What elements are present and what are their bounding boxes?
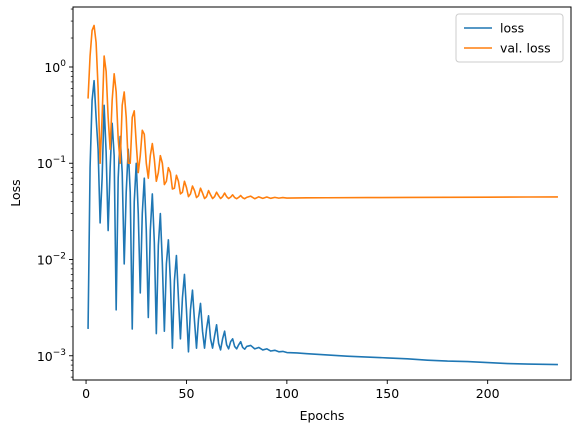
x-tick-label: 100: [275, 386, 299, 401]
axes-frame: [72, 6, 572, 381]
x-axis-label: Epochs: [300, 408, 345, 423]
y-axis-ticks: 10−3 10−2 10−1 100: [37, 8, 73, 378]
y-axis-label: Loss: [8, 179, 23, 206]
series-line-val-loss: [87, 24, 558, 200]
y-tick-label: 10−2: [37, 252, 66, 268]
plot-area: [72, 6, 572, 381]
y-tick-label: 10−3: [37, 348, 66, 364]
y-tick-label: 100: [44, 59, 66, 75]
series-line-loss: [87, 79, 558, 366]
x-tick-label: 0: [82, 386, 90, 401]
legend-label-loss: loss: [500, 21, 524, 36]
legend: loss val. loss: [455, 13, 564, 63]
x-tick-label: 50: [179, 386, 195, 401]
x-tick-label: 150: [375, 386, 399, 401]
legend-box: [455, 13, 564, 63]
legend-label-val-loss: val. loss: [500, 41, 551, 56]
y-tick-label: 10−1: [37, 155, 66, 171]
x-tick-label: 200: [476, 386, 500, 401]
x-axis-ticks: 0 50 100 150 200: [82, 380, 500, 401]
